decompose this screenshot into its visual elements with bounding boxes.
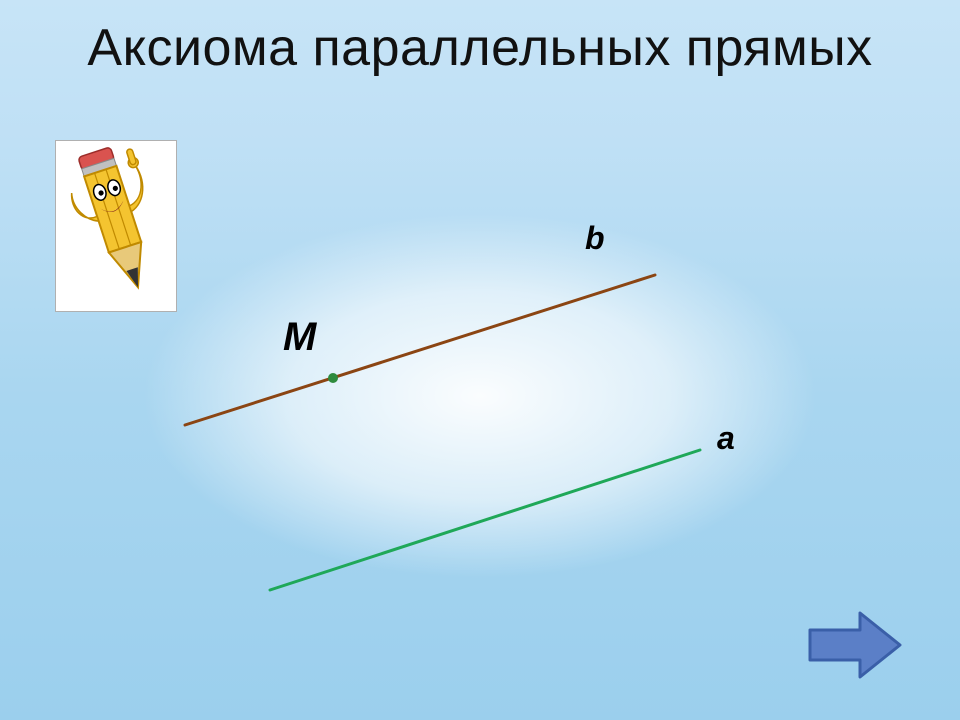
point-m (328, 373, 338, 383)
label-a: a (717, 420, 735, 457)
arrow-right-icon (805, 605, 905, 685)
label-b: b (585, 220, 605, 257)
label-m: М (283, 315, 316, 360)
next-button[interactable] (805, 605, 905, 685)
line-a (270, 450, 700, 590)
slide: Аксиома параллельных прямых (0, 0, 960, 720)
line-b (185, 275, 655, 425)
